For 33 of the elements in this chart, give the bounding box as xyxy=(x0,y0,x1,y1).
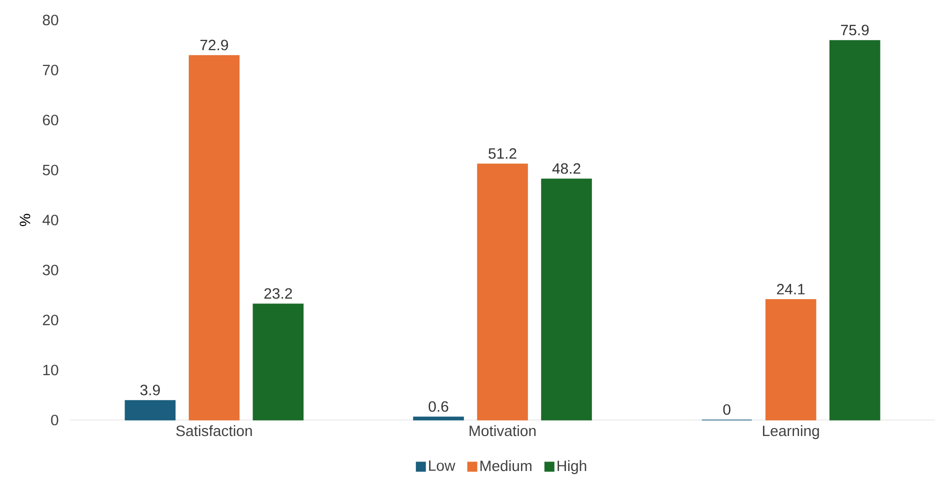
data-label: 51.2 xyxy=(488,148,516,159)
y-tick-label: 30 xyxy=(42,264,58,276)
bar xyxy=(477,164,528,420)
y-tick-label: 60 xyxy=(42,114,58,126)
legend-label: High xyxy=(558,460,586,474)
data-label: 0 xyxy=(723,404,730,415)
x-tick-label: Satisfaction xyxy=(176,425,252,436)
bar xyxy=(829,40,880,420)
bar xyxy=(188,55,240,420)
y-axis-title: % xyxy=(20,214,30,226)
bar xyxy=(541,178,592,420)
data-label: 48.2 xyxy=(552,163,580,174)
data-label: 0.6 xyxy=(428,401,448,412)
bar xyxy=(765,299,816,420)
legend-label: Low xyxy=(429,460,456,471)
x-tick-label: Learning xyxy=(762,425,819,440)
bar xyxy=(413,416,464,420)
data-label: 23.2 xyxy=(264,288,292,299)
bar xyxy=(252,304,304,420)
bar xyxy=(124,400,176,420)
y-tick-label: 50 xyxy=(42,164,58,176)
x-tick-label: Motivation xyxy=(470,425,536,436)
y-tick-label: 40 xyxy=(42,214,58,226)
y-tick-label: 10 xyxy=(43,364,58,376)
y-tick-label: 70 xyxy=(42,64,58,76)
y-tick-label: 80 xyxy=(42,14,58,26)
data-label: 72.9 xyxy=(200,40,228,50)
y-tick-label: 0 xyxy=(51,414,58,426)
legend-label: Medium xyxy=(480,460,532,472)
data-label: 3.9 xyxy=(140,384,160,396)
data-label: 24.1 xyxy=(777,284,805,294)
y-tick-label: 20 xyxy=(42,314,58,326)
data-label: 75.9 xyxy=(841,24,869,36)
